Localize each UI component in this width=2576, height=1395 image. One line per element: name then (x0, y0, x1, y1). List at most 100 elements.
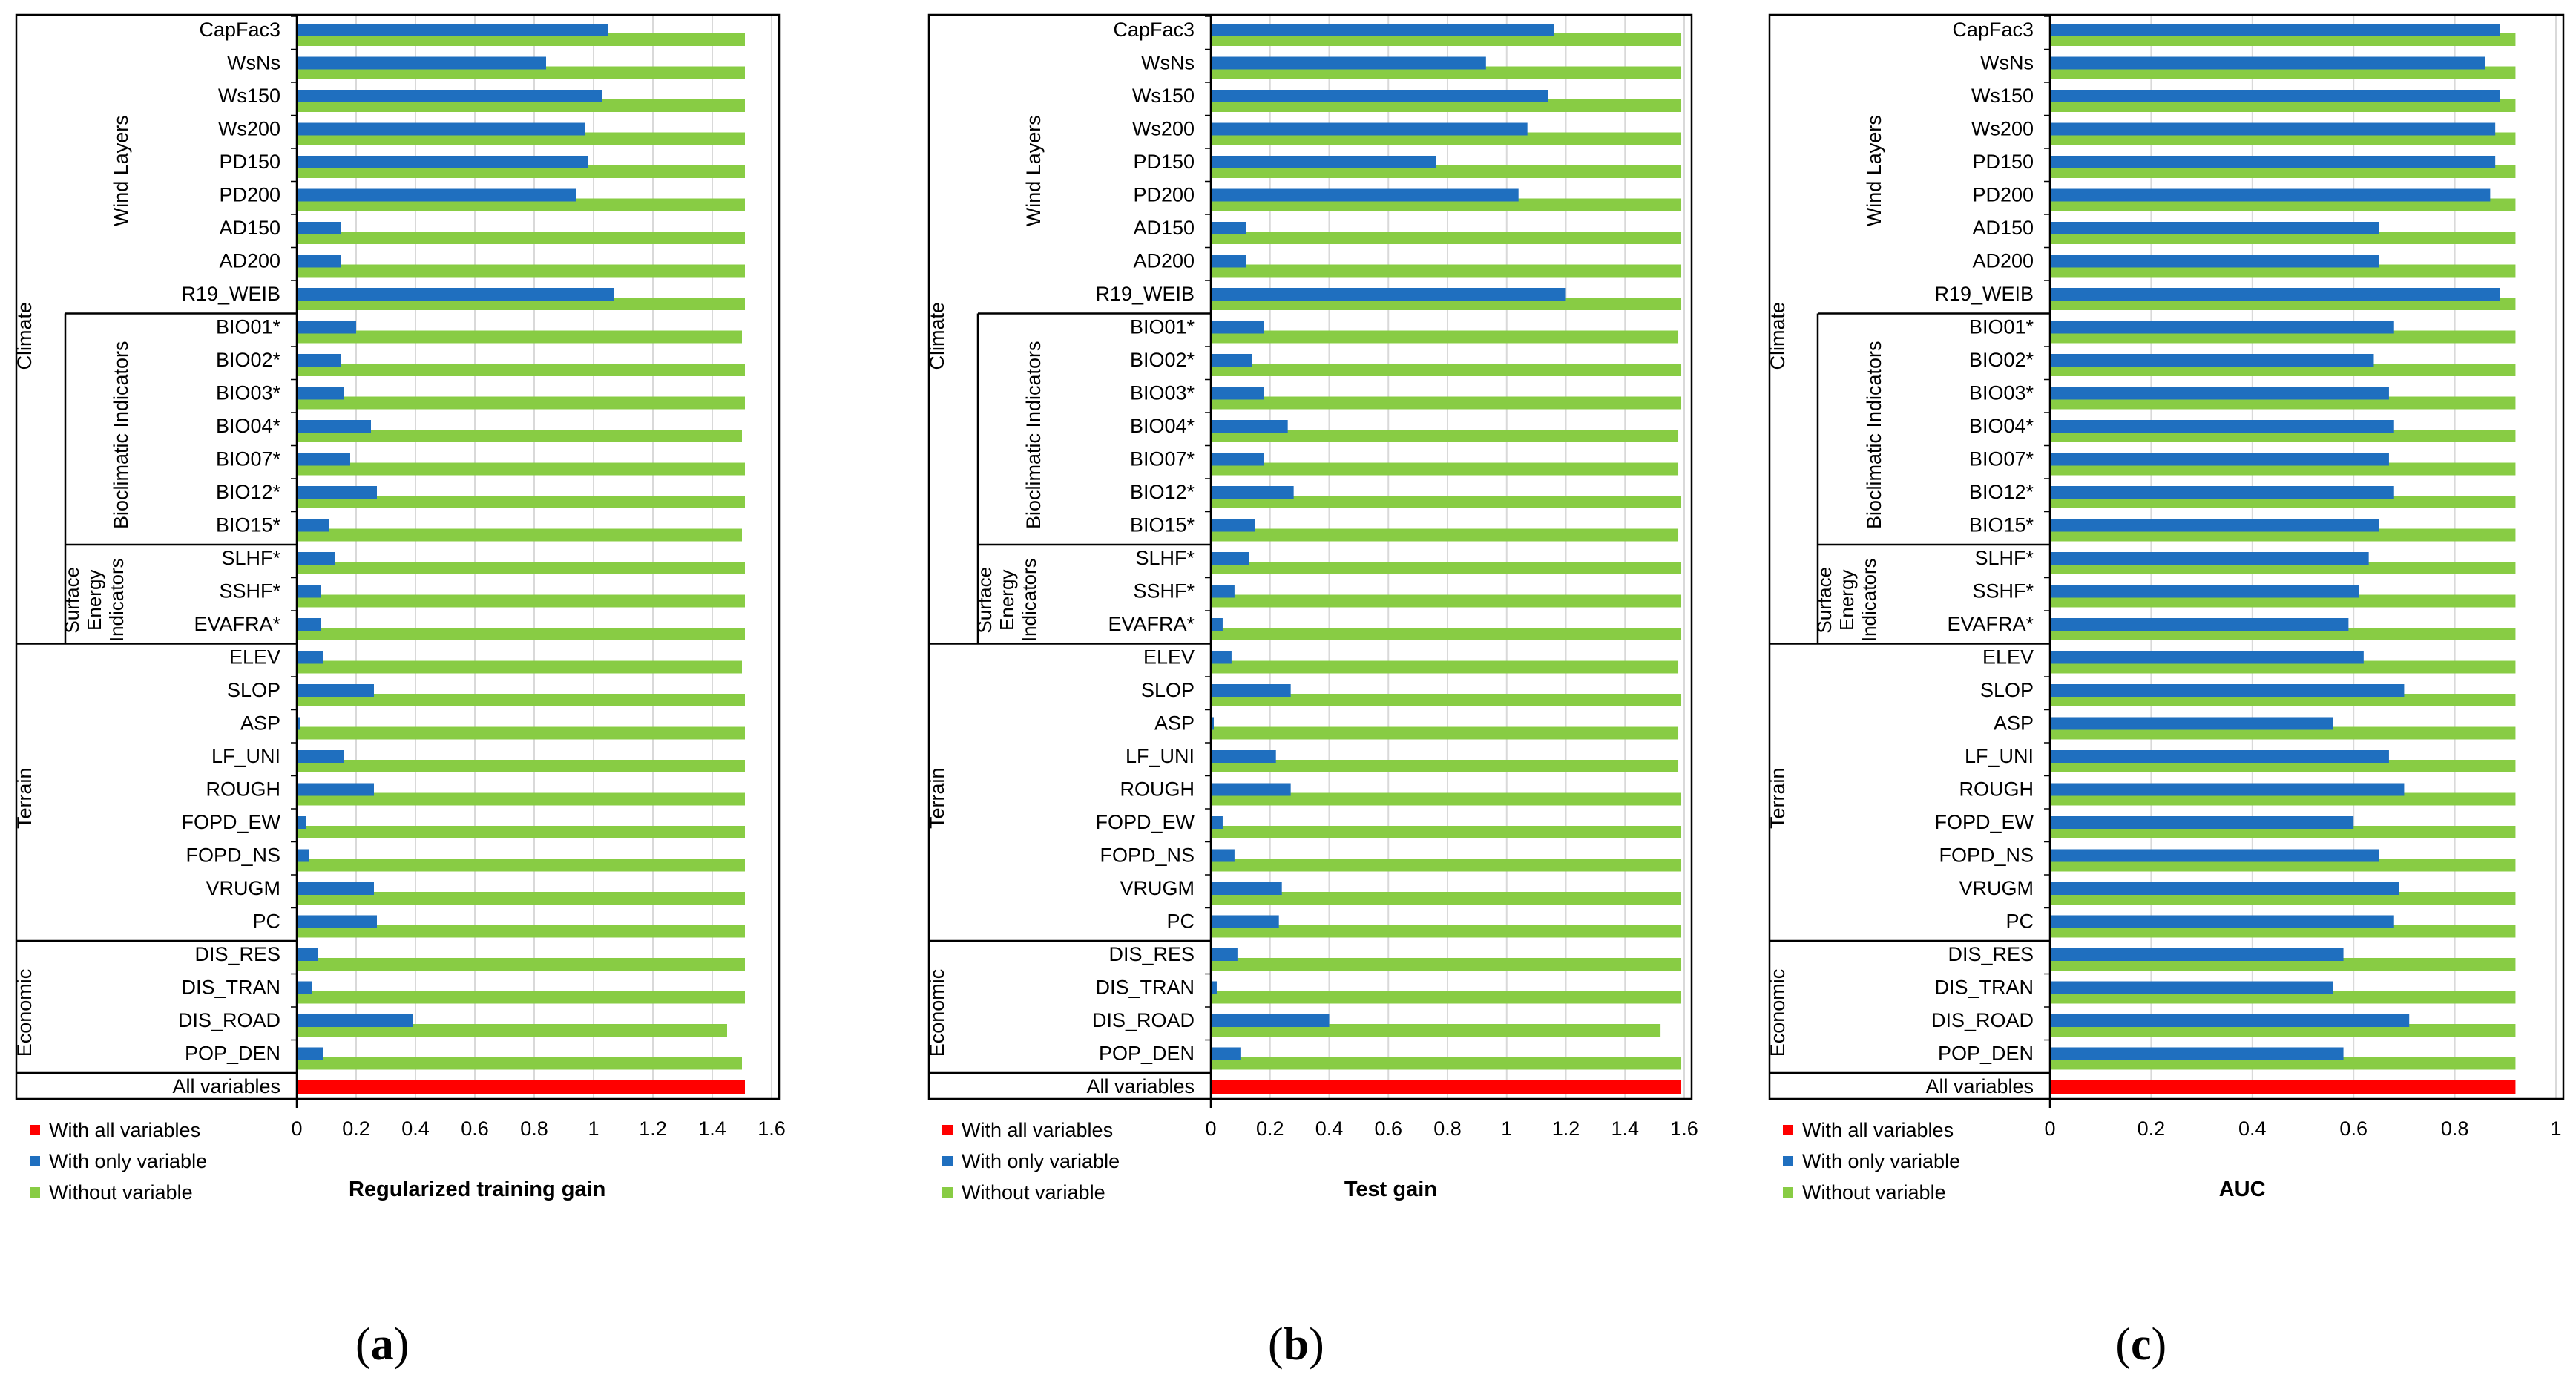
bar-without-variable (1211, 760, 1679, 772)
category-label: SLHF* (221, 547, 280, 569)
bar-without-variable (2050, 991, 2516, 1004)
category-label: R19_WEIB (181, 283, 280, 305)
category-label: ELEV (1982, 646, 2034, 669)
category-label: FOPD_NS (185, 844, 280, 867)
group-label-wind-layers: Wind Layers (1863, 115, 1885, 226)
group-label-surface-energy: Indicators (1858, 558, 1880, 642)
category-label: Ws150 (218, 85, 280, 107)
bar-with-only-variable (2050, 552, 2369, 565)
bar-with-only-variable (1211, 288, 1566, 301)
sub-caption: (a) (355, 1319, 409, 1370)
bar-with-only-variable (2050, 156, 2496, 168)
bar-with-only-variable (297, 915, 377, 928)
bar-with-only-variable (297, 24, 608, 36)
category-label: EVAFRA* (194, 613, 280, 635)
bar-with-only-variable (1211, 24, 1554, 36)
bar-without-variable (2050, 132, 2516, 145)
category-label: BIO02* (1969, 349, 2034, 371)
chart-frame (1768, 13, 2565, 1100)
bar-without-variable (2050, 396, 2516, 410)
bar-without-variable (297, 726, 745, 740)
legend-swatch (942, 1187, 953, 1198)
bar-with-only-variable (1211, 618, 1223, 631)
category-label: SLOP (227, 679, 280, 701)
bar-with-only-variable (297, 981, 312, 994)
bar-without-variable (1211, 1024, 1661, 1037)
bar-with-only-variable (2050, 453, 2389, 466)
category-label: DIS_RES (1948, 943, 2034, 965)
category-label: BIO03* (216, 382, 281, 404)
x-tick-label: 0.4 (1315, 1117, 1344, 1140)
x-tick-label: 0.2 (1256, 1117, 1284, 1140)
bar-without-variable (2050, 66, 2516, 79)
category-label: WsNs (1141, 52, 1195, 74)
legend-label: With all variables (1802, 1119, 1954, 1141)
category-label: AD200 (1972, 250, 2034, 272)
group-label-surface-energy: Energy (83, 570, 105, 631)
bar-with-only-variable (2050, 684, 2405, 697)
bar-without-variable (2050, 264, 2516, 278)
category-label: BIO07* (1130, 448, 1195, 470)
category-label: POP_DEN (185, 1043, 280, 1065)
bar-with-only-variable (2050, 387, 2389, 400)
bar-without-variable (1211, 826, 1682, 838)
bar-without-variable (297, 562, 745, 574)
bar-with-all-variables (1211, 1080, 1682, 1094)
category-label: Ws150 (1971, 85, 2034, 107)
legend-label: Without variable (49, 1181, 193, 1204)
bar-with-only-variable (297, 387, 344, 400)
bar-without-variable (297, 892, 745, 905)
legend-swatch (30, 1187, 40, 1198)
bar-with-only-variable (297, 486, 377, 499)
group-label-terrain: Terrain (926, 767, 948, 829)
group-label-bioclimatic: Bioclimatic Indicators (1022, 341, 1045, 529)
bar-without-variable (297, 594, 745, 608)
bar-with-only-variable (1211, 981, 1217, 994)
bar-without-variable (297, 364, 745, 376)
bar-without-variable (2050, 792, 2516, 806)
bar-without-variable (1211, 298, 1682, 310)
category-label-all-variables: All variables (1925, 1075, 2034, 1097)
bar-without-variable (297, 496, 745, 508)
bar-without-variable (297, 232, 745, 244)
category-label: AD200 (219, 250, 280, 272)
bar-without-variable (1211, 925, 1682, 938)
bar-with-only-variable (1211, 387, 1264, 400)
x-tick-label: 1.2 (1552, 1117, 1580, 1140)
group-label-surface-energy: Energy (996, 570, 1018, 631)
category-label: DIS_TRAN (181, 976, 280, 999)
legend-swatch (1783, 1125, 1793, 1135)
bar-with-only-variable (2050, 519, 2379, 532)
bar-without-variable (297, 760, 745, 772)
group-label-wind-layers: Wind Layers (110, 115, 132, 226)
bar-with-only-variable (297, 849, 309, 862)
bar-with-only-variable (1211, 717, 1214, 730)
category-label: ELEV (229, 646, 280, 669)
bar-without-variable (2050, 562, 2516, 574)
bar-with-only-variable (1211, 453, 1264, 466)
category-label-all-variables: All variables (1086, 1075, 1195, 1097)
bar-with-only-variable (1211, 255, 1246, 268)
category-label: FOPD_EW (181, 811, 280, 833)
bar-with-only-variable (2050, 717, 2333, 730)
x-tick-label: 0.2 (2138, 1117, 2166, 1140)
bar-with-only-variable (2050, 56, 2485, 70)
category-label: DIS_ROAD (178, 1009, 280, 1031)
category-label: BIO12* (1969, 481, 2034, 503)
bar-with-only-variable (2050, 981, 2333, 994)
category-label: SLOP (1141, 679, 1195, 701)
category-label: POP_DEN (1099, 1043, 1195, 1065)
bar-with-only-variable (297, 188, 576, 202)
category-label: BIO12* (216, 481, 281, 503)
category-label: ELEV (1143, 646, 1195, 669)
category-label: POP_DEN (1938, 1043, 2034, 1065)
category-label: EVAFRA* (1947, 613, 2034, 635)
x-tick-label: 0.8 (2441, 1117, 2469, 1140)
bar-without-variable (2050, 99, 2516, 112)
category-label: LF_UNI (1126, 745, 1195, 767)
bar-without-variable (2050, 660, 2516, 674)
category-label: PD200 (219, 184, 280, 206)
group-label-climate: Climate (13, 302, 36, 370)
category-label: BIO15* (1969, 514, 2034, 536)
bar-with-only-variable (297, 948, 318, 961)
